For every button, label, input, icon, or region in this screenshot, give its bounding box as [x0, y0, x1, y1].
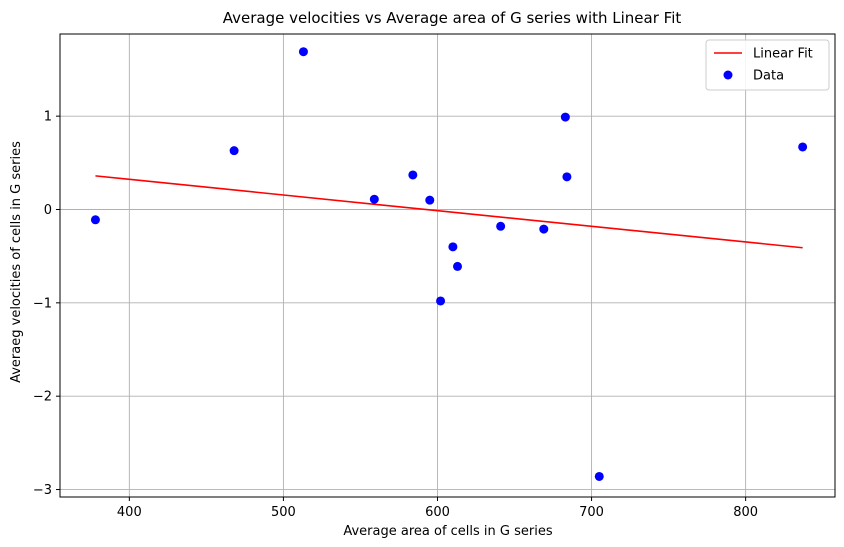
data-point — [90, 215, 100, 225]
data-point — [298, 47, 308, 57]
y-tick-label: 1 — [44, 110, 52, 125]
data-point — [229, 146, 239, 156]
data-point — [369, 194, 379, 204]
data-point — [408, 170, 418, 180]
data-point — [436, 296, 446, 306]
data-point — [425, 195, 435, 205]
data-point — [448, 242, 458, 252]
x-axis-label: Average area of cells in G series — [343, 524, 552, 539]
data-point — [539, 224, 549, 234]
y-axis-label: Averaeg velocities of cells in G series — [9, 141, 24, 383]
grid — [60, 34, 835, 497]
plot-frame — [59, 33, 836, 498]
y-axis-ticks: 1 0 −1 −2 −3 — [33, 110, 60, 498]
x-tick-label: 600 — [425, 505, 450, 520]
x-tick-label: 700 — [579, 505, 604, 520]
x-axis-ticks: 400 500 600 700 800 — [117, 497, 758, 520]
fit-line-segment — [95, 175, 803, 249]
data-point — [496, 221, 506, 231]
legend-data-swatch — [723, 70, 733, 80]
legend-fit-label: Linear Fit — [753, 47, 813, 62]
data-point — [798, 142, 808, 152]
data-point — [594, 471, 604, 481]
data-point — [562, 172, 572, 182]
y-tick-label: −3 — [33, 483, 52, 498]
y-tick-label: −1 — [33, 296, 52, 311]
data-point — [560, 112, 570, 122]
legend-data-label: Data — [753, 69, 784, 84]
legend: Linear Fit Data — [705, 39, 830, 91]
data-points — [90, 47, 808, 481]
x-tick-label: 500 — [271, 505, 296, 520]
x-tick-label: 400 — [117, 505, 142, 520]
chart-title: Average velocities vs Average area of G … — [223, 9, 682, 27]
x-tick-label: 800 — [733, 505, 758, 520]
data-point — [453, 261, 463, 271]
y-tick-label: 0 — [44, 203, 52, 218]
linear-fit-line — [95, 175, 803, 249]
y-tick-label: −2 — [33, 390, 52, 405]
